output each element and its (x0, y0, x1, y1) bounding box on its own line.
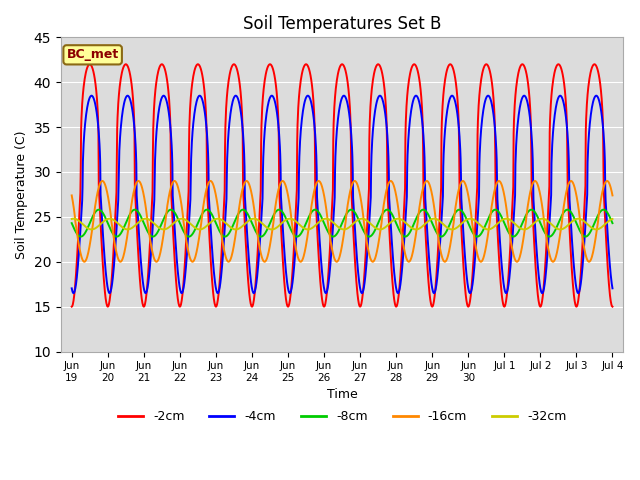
-32cm (70, 216, 77, 222)
-2cm (376, 63, 383, 69)
-32cm (319, 216, 326, 222)
-8cm (309, 208, 317, 214)
-4cm (70, 290, 77, 296)
-4cm (609, 286, 616, 291)
-16cm (110, 236, 118, 241)
-4cm (593, 93, 600, 98)
-32cm (609, 216, 616, 222)
-4cm (298, 120, 305, 126)
-32cm (298, 224, 305, 229)
-8cm (132, 207, 140, 213)
-2cm (132, 206, 140, 212)
Title: Soil Temperatures Set B: Soil Temperatures Set B (243, 15, 442, 33)
-16cm (81, 259, 88, 264)
Text: BC_met: BC_met (67, 48, 119, 61)
-2cm (609, 304, 616, 310)
Y-axis label: Soil Temperature (C): Soil Temperature (C) (15, 130, 28, 259)
Line: -2cm: -2cm (72, 64, 612, 307)
-8cm (68, 220, 76, 226)
-2cm (319, 299, 326, 305)
-8cm (609, 220, 616, 226)
X-axis label: Time: Time (327, 388, 358, 401)
-2cm (110, 240, 118, 246)
-8cm (77, 234, 84, 240)
Line: -16cm: -16cm (72, 181, 612, 262)
Legend: -2cm, -4cm, -8cm, -16cm, -32cm: -2cm, -4cm, -8cm, -16cm, -32cm (113, 405, 572, 428)
-16cm (68, 192, 76, 198)
Line: -4cm: -4cm (72, 96, 612, 293)
-2cm (68, 304, 76, 310)
-32cm (68, 216, 76, 222)
-16cm (132, 181, 140, 187)
-2cm (298, 73, 305, 79)
Line: -8cm: -8cm (72, 210, 612, 237)
-16cm (298, 258, 305, 264)
-32cm (132, 222, 140, 228)
-16cm (609, 192, 616, 198)
-4cm (132, 150, 140, 156)
-4cm (68, 286, 76, 291)
-8cm (376, 216, 383, 222)
-4cm (309, 108, 317, 113)
-2cm (309, 89, 317, 95)
-4cm (319, 273, 326, 279)
-2cm (86, 61, 93, 67)
-4cm (376, 93, 383, 98)
-16cm (309, 195, 317, 201)
-8cm (298, 230, 305, 236)
-32cm (593, 227, 600, 232)
-32cm (309, 225, 317, 230)
-16cm (604, 178, 611, 184)
-16cm (376, 232, 383, 238)
-4cm (110, 263, 118, 269)
-8cm (110, 232, 118, 238)
Line: -32cm: -32cm (72, 219, 612, 229)
-32cm (110, 217, 118, 223)
-8cm (600, 207, 607, 213)
-8cm (319, 216, 326, 222)
-32cm (376, 227, 383, 232)
-16cm (319, 185, 326, 191)
